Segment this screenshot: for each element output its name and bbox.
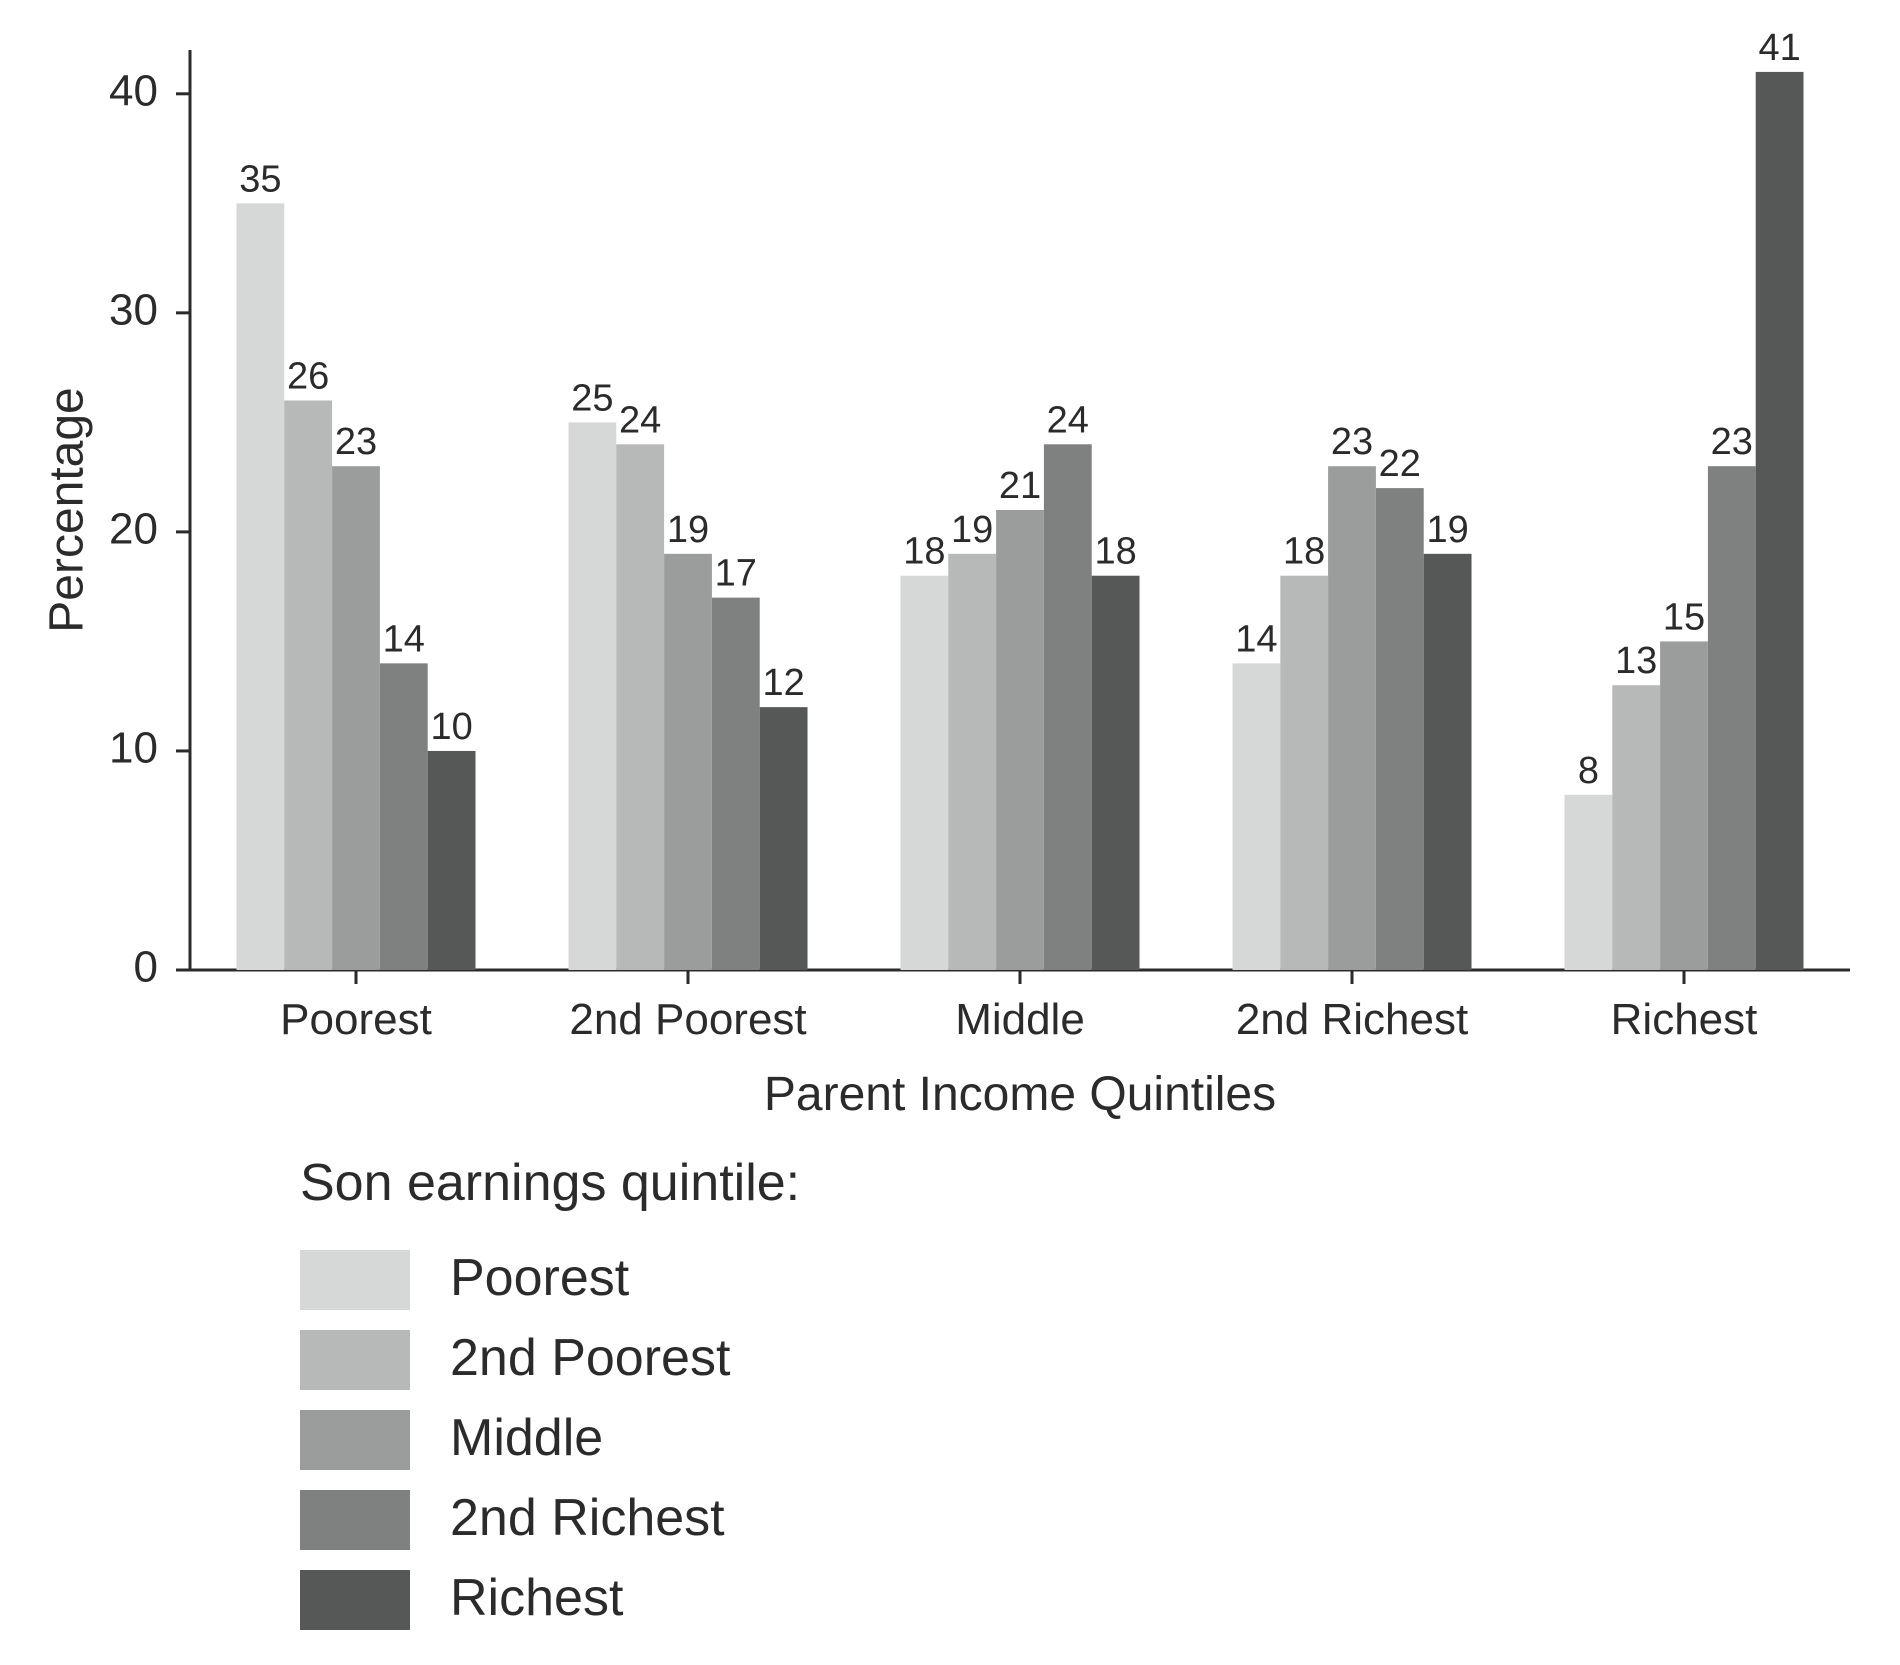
bar-value-label: 15: [1663, 596, 1705, 638]
x-tick-label: Middle: [955, 995, 1085, 1044]
bar: [1376, 488, 1424, 970]
x-axis-title: Parent Income Quintiles: [764, 1068, 1276, 1121]
bar: [380, 663, 428, 970]
bar-value-label: 19: [1426, 509, 1468, 551]
bar-value-label: 22: [1379, 443, 1421, 485]
bar: [1328, 466, 1376, 970]
x-tick-label: 2nd Poorest: [569, 995, 806, 1044]
bar: [1092, 576, 1140, 970]
x-tick-label: 2nd Richest: [1236, 995, 1468, 1044]
bar: [1708, 466, 1756, 970]
bar-value-label: 23: [1331, 421, 1373, 463]
bar: [284, 400, 332, 970]
legend-title: Son earnings quintile:: [300, 1154, 800, 1212]
x-tick-label: Richest: [1611, 995, 1758, 1044]
bar: [664, 554, 712, 970]
bar-value-label: 23: [335, 421, 377, 463]
bar: [1280, 576, 1328, 970]
bar: [712, 598, 760, 970]
bar-value-label: 13: [1615, 640, 1657, 682]
bar: [1564, 795, 1612, 970]
legend-swatch: [300, 1250, 410, 1310]
bar-value-label: 12: [762, 662, 804, 704]
bar-value-label: 14: [383, 618, 425, 660]
bar-value-label: 18: [1283, 531, 1325, 573]
legend-swatch: [300, 1490, 410, 1550]
bar-value-label: 17: [715, 553, 757, 595]
bar: [1044, 444, 1092, 970]
bar-value-label: 14: [1235, 618, 1277, 660]
legend-label: 2nd Richest: [450, 1489, 725, 1547]
x-tick-label: Poorest: [280, 995, 432, 1044]
bar-value-label: 24: [1047, 399, 1089, 441]
bar: [332, 466, 380, 970]
bar-value-label: 26: [287, 355, 329, 397]
grouped-bar-chart: 010203040PercentagePoorest35262314102nd …: [0, 0, 1900, 1665]
legend-swatch: [300, 1330, 410, 1390]
bar: [900, 576, 948, 970]
bar: [760, 707, 808, 970]
chart-container: 010203040PercentagePoorest35262314102nd …: [0, 0, 1900, 1665]
bar: [428, 751, 476, 970]
bar-value-label: 18: [1094, 531, 1136, 573]
y-tick-label: 0: [134, 943, 158, 992]
legend-label: 2nd Poorest: [450, 1329, 731, 1387]
y-tick-label: 20: [109, 505, 158, 554]
bar-value-label: 41: [1758, 27, 1800, 69]
legend-label: Middle: [450, 1409, 603, 1467]
bar: [236, 203, 284, 970]
legend-label: Poorest: [450, 1249, 630, 1307]
bar-value-label: 23: [1711, 421, 1753, 463]
legend-swatch: [300, 1570, 410, 1630]
bar-value-label: 35: [239, 158, 281, 200]
bar-value-label: 25: [571, 377, 613, 419]
y-tick-label: 30: [109, 285, 158, 334]
y-tick-label: 10: [109, 724, 158, 773]
bar-value-label: 19: [951, 509, 993, 551]
bar: [1232, 663, 1280, 970]
bar: [1660, 641, 1708, 970]
bar: [996, 510, 1044, 970]
bar: [948, 554, 996, 970]
bar-value-label: 24: [619, 399, 661, 441]
y-tick-label: 40: [109, 66, 158, 115]
bar-value-label: 8: [1578, 750, 1599, 792]
bar: [1424, 554, 1472, 970]
bar: [1612, 685, 1660, 970]
bar: [1756, 72, 1804, 970]
bar-value-label: 19: [667, 509, 709, 551]
y-axis-title: Percentage: [41, 387, 94, 633]
legend-label: Richest: [450, 1569, 624, 1627]
bar: [568, 422, 616, 970]
bar-value-label: 10: [430, 706, 472, 748]
bar-value-label: 18: [903, 531, 945, 573]
bar-value-label: 21: [999, 465, 1041, 507]
legend-swatch: [300, 1410, 410, 1470]
bar: [616, 444, 664, 970]
